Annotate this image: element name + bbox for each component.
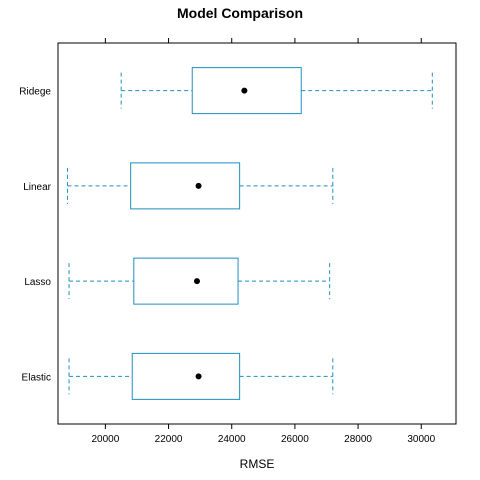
- x-tick-label: 22000: [155, 434, 183, 445]
- chart-title: Model Comparison: [177, 5, 303, 21]
- iqr-box: [134, 258, 238, 304]
- boxes-layer: [67, 68, 432, 400]
- box-ridege: [121, 68, 432, 114]
- median-dot: [194, 278, 200, 284]
- x-tick-label: 30000: [407, 434, 435, 445]
- box-elastic: [69, 353, 333, 399]
- iqr-box: [132, 353, 239, 399]
- y-axis-labels: Ridege Linear Lasso Elastic: [19, 87, 51, 384]
- y-label-linear: Linear: [23, 182, 51, 193]
- x-axis: 20000 22000 24000 26000 28000 30000: [91, 38, 435, 445]
- x-tick-label: 26000: [281, 434, 309, 445]
- plot-frame: [58, 43, 456, 424]
- y-label-ridege: Ridege: [19, 87, 51, 98]
- median-dot: [196, 183, 202, 189]
- box-lasso: [69, 258, 330, 304]
- x-tick-label: 24000: [218, 434, 246, 445]
- median-dot: [241, 88, 247, 94]
- y-label-lasso: Lasso: [24, 277, 51, 288]
- y-label-elastic: Elastic: [22, 372, 51, 383]
- x-axis-title: RMSE: [240, 457, 275, 471]
- x-tick-label: 20000: [91, 434, 119, 445]
- x-tick-label: 28000: [344, 434, 372, 445]
- iqr-box: [131, 163, 240, 209]
- box-linear: [67, 163, 332, 209]
- median-dot: [196, 373, 202, 379]
